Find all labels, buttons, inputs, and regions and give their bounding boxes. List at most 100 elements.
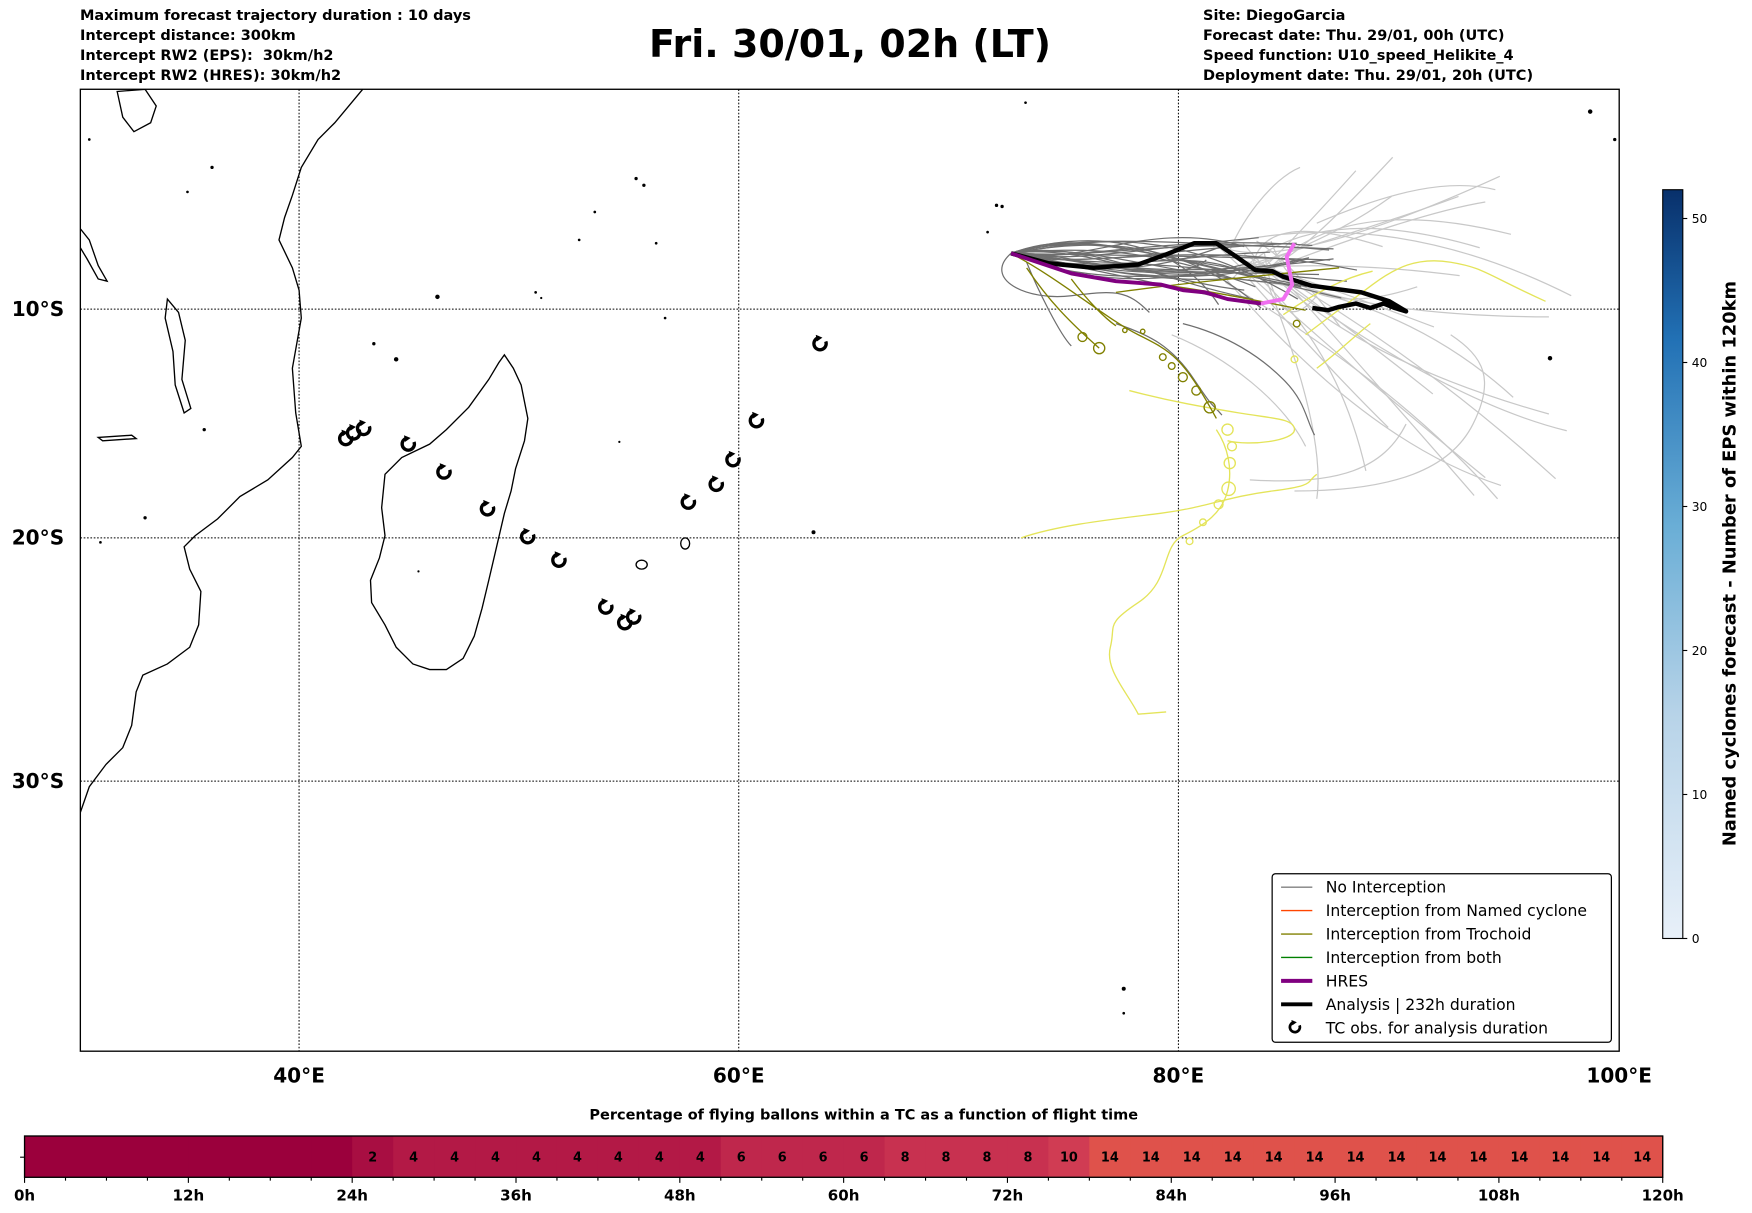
timebar-segment	[24, 1136, 67, 1178]
timebar-segment	[352, 1136, 394, 1178]
timebar-segment	[434, 1136, 476, 1178]
legend-label: Interception from Trochoid	[1326, 926, 1532, 944]
timebar-segment-value: 8	[983, 1151, 992, 1166]
timebar-segment	[1335, 1136, 1377, 1178]
timebar-tick-label: 108h	[1478, 1187, 1520, 1205]
timebar-segment	[1457, 1136, 1500, 1178]
madagascar-coastline	[369, 353, 529, 671]
legend-item: Interception from Trochoid	[1281, 926, 1531, 944]
ensemble-track	[1223, 276, 1502, 487]
hres-track	[1010, 251, 1262, 306]
timebar-segment-value: 8	[901, 1151, 910, 1166]
timebar-segment	[1294, 1136, 1336, 1178]
info-intercept-distance: Intercept distance: 300km	[80, 28, 296, 44]
legend: No Interception Interception from Named c…	[1271, 873, 1613, 1043]
legend-item: Interception from both	[1281, 949, 1502, 967]
timebar-segment	[1580, 1136, 1623, 1178]
legend-item: TC obs. for analysis duration	[1288, 1019, 1548, 1037]
timebar-segment-value: 2	[368, 1151, 377, 1166]
colorbar-tick-label: 30	[1692, 500, 1708, 514]
timebar-segment-value: 14	[1224, 1151, 1242, 1166]
info-deployment-date: Deployment date: Thu. 29/01, 20h (UTC)	[1203, 68, 1534, 84]
small-islands	[87, 101, 1617, 1015]
lat-label-20s: 20°S	[12, 526, 64, 550]
graticule	[80, 89, 1620, 1052]
timebar-segment	[638, 1136, 681, 1178]
timebar-segment	[147, 1136, 189, 1178]
timebar-segment-value: 4	[491, 1151, 500, 1166]
timebar-segment	[229, 1136, 271, 1178]
ensemble-track	[1230, 175, 1501, 254]
page-title: Fri. 30/01, 02h (LT)	[648, 22, 1051, 66]
info-forecast-date: Forecast date: Thu. 29/01, 00h (UTC)	[1203, 28, 1505, 44]
legend-label: Analysis | 232h duration	[1326, 996, 1516, 1014]
legend-item: No Interception	[1281, 879, 1446, 897]
timebar-segment	[1089, 1136, 1131, 1178]
timebar-tick-label: 36h	[500, 1187, 532, 1205]
ensemble-track	[1249, 423, 1407, 482]
timebar-segment-value: 8	[1023, 1151, 1032, 1166]
timebar-segment-value: 4	[696, 1151, 705, 1166]
ensemble-track	[1294, 334, 1486, 492]
timebar-title: Percentage of flying ballons within a TC…	[589, 1107, 1138, 1123]
timebar-segment	[1376, 1136, 1418, 1178]
timebar-segment	[1048, 1136, 1090, 1178]
info-intercept-eps: Intercept RW2 (EPS): 30km/h2	[80, 48, 334, 64]
timebar-segment	[393, 1136, 435, 1178]
timebar-segment-value: 6	[778, 1151, 787, 1166]
timebar-segment	[720, 1136, 763, 1178]
hres-track-cyclone-segment	[1260, 242, 1297, 306]
timebar-segment-value: 6	[819, 1151, 828, 1166]
lon-label-40e: 40°E	[273, 1063, 325, 1087]
timebar-segment	[761, 1136, 804, 1178]
legend-item: Analysis | 232h duration	[1281, 996, 1516, 1014]
legend-item: HRES	[1281, 972, 1368, 990]
timebar-segment-value: 10	[1060, 1151, 1078, 1166]
timebar-segment	[966, 1136, 1009, 1178]
timebar-segment	[65, 1136, 108, 1178]
ensemble-track	[1247, 195, 1392, 269]
ensemble-track	[1011, 252, 1331, 261]
run-info-left: Maximum forecast trajectory duration : 1…	[80, 6, 471, 86]
ensemble-track	[1010, 240, 1334, 254]
timebar-tick-label: 24h	[336, 1187, 368, 1205]
lon-label-100e: 100°E	[1586, 1063, 1652, 1087]
timebar-tick-label: 60h	[828, 1187, 860, 1205]
colorbar-tick-label: 20	[1692, 644, 1708, 658]
ensemble-track	[1010, 244, 1262, 309]
timebar-segment-value: 8	[942, 1151, 951, 1166]
timebar-tick-label: 120h	[1642, 1187, 1684, 1205]
timebar-segment	[475, 1136, 517, 1178]
ensemble-track	[1270, 201, 1486, 270]
legend-item: Interception from Named cyclone	[1281, 902, 1587, 920]
timebar-segment-value: 14	[1510, 1151, 1528, 1166]
timebar-segment	[1253, 1136, 1295, 1178]
lat-axis-labels: 10°S 20°S 30°S	[12, 297, 64, 793]
legend-label: No Interception	[1326, 879, 1446, 897]
timebar-segment-value: 14	[1388, 1151, 1406, 1166]
run-info-right: Site: DiegoGarcia Forecast date: Thu. 29…	[1203, 6, 1533, 86]
timebar-segment	[556, 1136, 599, 1178]
timebar-segment	[1212, 1136, 1254, 1178]
comoros-island	[96, 434, 138, 442]
timebar-tick-label: 48h	[664, 1187, 696, 1205]
timebar-segment	[925, 1136, 968, 1178]
ensemble-track	[1260, 219, 1512, 278]
lat-label-30s: 30°S	[12, 769, 64, 793]
flight-time-bar: Percentage of flying ballons within a TC…	[14, 1107, 1684, 1204]
colorbar-gradient	[1662, 189, 1684, 940]
reunion-island	[680, 537, 691, 550]
timebar-segment	[270, 1136, 312, 1178]
timebar-segment-value: 4	[450, 1151, 459, 1166]
lon-label-80e: 80°E	[1153, 1063, 1205, 1087]
timebar-segment	[516, 1136, 558, 1178]
timebar-segment	[1498, 1136, 1541, 1178]
map-frame	[79, 88, 1620, 1052]
timebar-segment-value: 6	[860, 1151, 869, 1166]
timebar-segment	[1007, 1136, 1049, 1178]
info-speed-function: Speed function: U10_speed_Helikite_4	[1203, 48, 1514, 64]
timebar-segment	[1416, 1136, 1459, 1178]
ensemble-track	[1316, 184, 1496, 224]
legend-label: HRES	[1326, 972, 1368, 990]
